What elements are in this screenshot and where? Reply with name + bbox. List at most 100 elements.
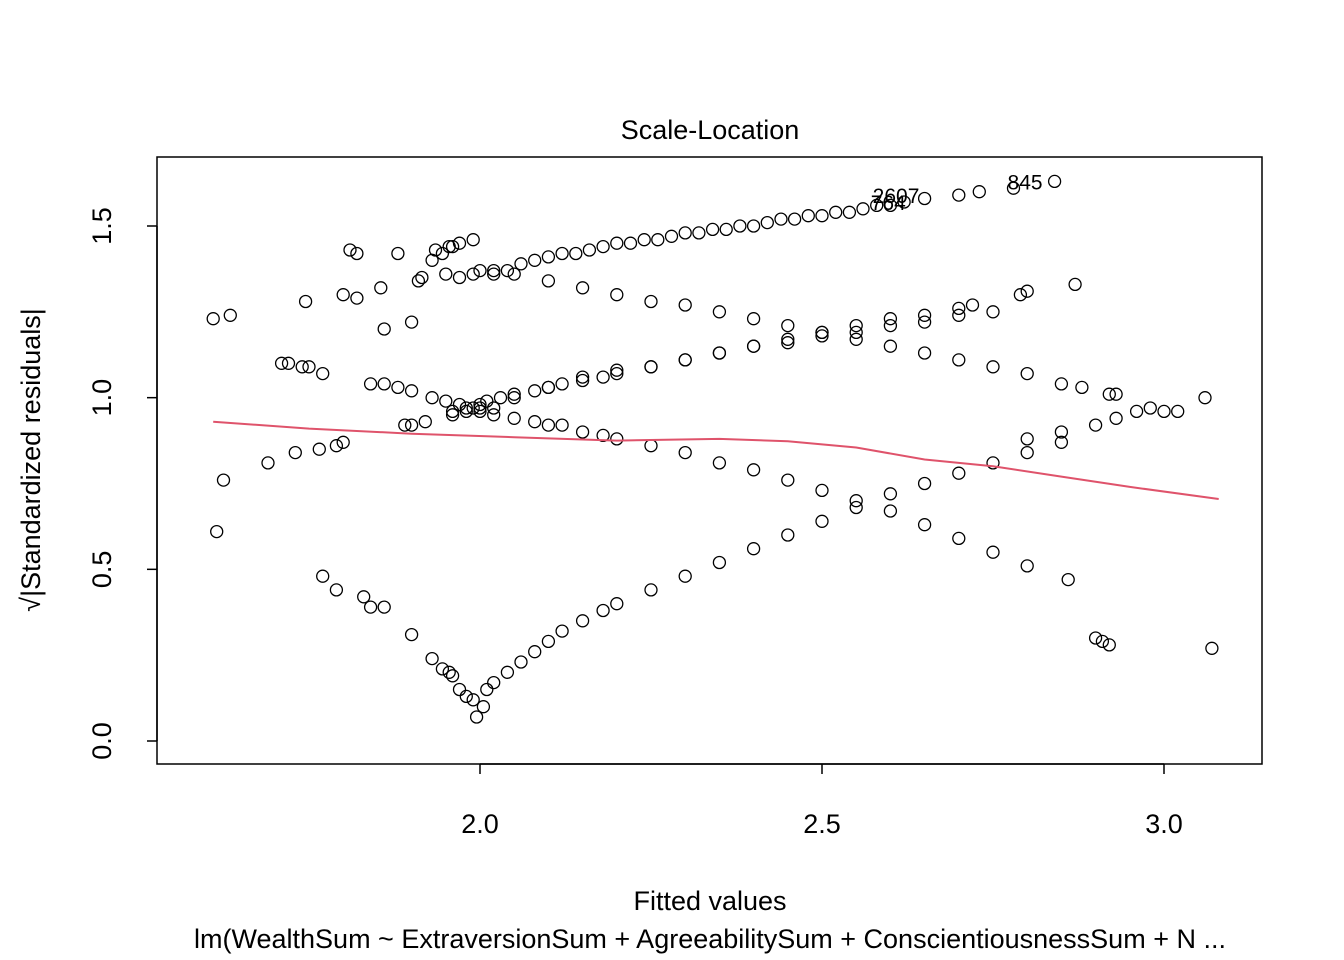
- data-point: [473, 401, 487, 415]
- data-point: [466, 401, 480, 415]
- data-point: [466, 693, 480, 707]
- data-point: [1020, 559, 1034, 573]
- data-point: [582, 243, 597, 257]
- data-point: [343, 243, 357, 257]
- data-point: [459, 401, 473, 415]
- data-point: [610, 432, 624, 446]
- data-point: [575, 370, 590, 384]
- data-point: [329, 439, 344, 453]
- data-point: [555, 377, 569, 391]
- data-point: [712, 346, 727, 360]
- data-point: [760, 215, 774, 230]
- y-tick-label: 0.5: [87, 551, 117, 589]
- data-point: [452, 397, 467, 412]
- data-point: [1102, 638, 1116, 652]
- data-point: [575, 281, 590, 295]
- data-point: [507, 387, 521, 401]
- data-point: [644, 294, 658, 309]
- data-point: [350, 291, 364, 305]
- data-point: [541, 380, 556, 395]
- data-point: [1075, 380, 1089, 395]
- data-point: [746, 219, 761, 233]
- data-point: [377, 322, 391, 336]
- data-point: [357, 590, 371, 604]
- data-point: [1013, 288, 1028, 302]
- data-point: [507, 411, 521, 425]
- data-point: [849, 494, 863, 508]
- data-point: [746, 339, 761, 353]
- data-point: [883, 312, 898, 326]
- data-point: [781, 318, 795, 333]
- x-axis: 2.0 2.5 3.0: [461, 763, 1183, 839]
- smoother-line: [213, 420, 1219, 500]
- data-point: [952, 531, 966, 546]
- point-label: 845: [1008, 171, 1043, 194]
- data-point: [815, 209, 829, 223]
- data-point: [1109, 387, 1123, 401]
- data-point: [610, 366, 624, 381]
- data-point: [555, 624, 569, 638]
- data-point: [610, 363, 624, 377]
- data-point: [425, 391, 439, 405]
- data-point: [466, 267, 480, 281]
- data-point: [1143, 401, 1157, 415]
- data-point: [514, 257, 528, 271]
- data-point: [329, 583, 344, 597]
- data-point: [870, 198, 884, 213]
- data-point: [1129, 404, 1144, 419]
- data-point: [469, 710, 484, 724]
- data-point: [917, 308, 932, 322]
- data-point: [1095, 634, 1110, 649]
- data-point: [1088, 631, 1103, 645]
- data-point: [528, 415, 542, 429]
- data-point: [637, 233, 651, 247]
- data-point: [1054, 435, 1069, 449]
- data-point: [452, 236, 467, 250]
- data-point: [439, 267, 453, 281]
- data-point: [952, 353, 966, 367]
- data-point: [476, 700, 491, 714]
- data-point: [528, 384, 542, 398]
- data-point: [487, 401, 501, 415]
- data-point: [678, 226, 692, 240]
- data-point: [555, 246, 569, 261]
- data-point: [555, 418, 569, 432]
- data-point: [774, 212, 788, 226]
- data-point: [733, 219, 747, 233]
- data-point: [849, 325, 863, 340]
- data-point: [541, 250, 556, 264]
- data-point: [261, 456, 275, 470]
- data-point: [883, 487, 898, 501]
- data-point: [883, 198, 898, 213]
- data-point: [1047, 174, 1062, 189]
- data-point: [781, 528, 795, 542]
- data-point: [1054, 377, 1069, 391]
- data-points: [206, 174, 1219, 724]
- data-point: [1102, 387, 1116, 401]
- data-point: [781, 473, 795, 487]
- data-point: [842, 205, 857, 219]
- data-point: [829, 205, 843, 219]
- caption: lm(WealthSum ~ ExtraversionSum + Agreeab…: [194, 924, 1226, 954]
- data-point: [644, 360, 658, 374]
- data-point: [216, 473, 231, 487]
- data-point: [435, 662, 450, 676]
- y-tick-label: 1.5: [87, 207, 117, 245]
- data-point: [435, 246, 450, 261]
- data-point: [336, 435, 350, 449]
- data-point: [473, 404, 487, 419]
- data-point: [363, 377, 378, 391]
- data-point: [404, 384, 419, 398]
- data-point: [528, 253, 542, 267]
- data-point: [569, 246, 583, 261]
- data-point: [500, 665, 515, 679]
- data-point: [1088, 418, 1103, 432]
- data-point: [849, 318, 863, 333]
- data-point: [1061, 572, 1075, 587]
- data-point: [288, 445, 302, 460]
- data-point: [206, 312, 220, 326]
- data-point: [439, 394, 453, 408]
- data-point: [972, 185, 986, 199]
- data-point: [1020, 284, 1034, 298]
- data-point: [917, 476, 932, 491]
